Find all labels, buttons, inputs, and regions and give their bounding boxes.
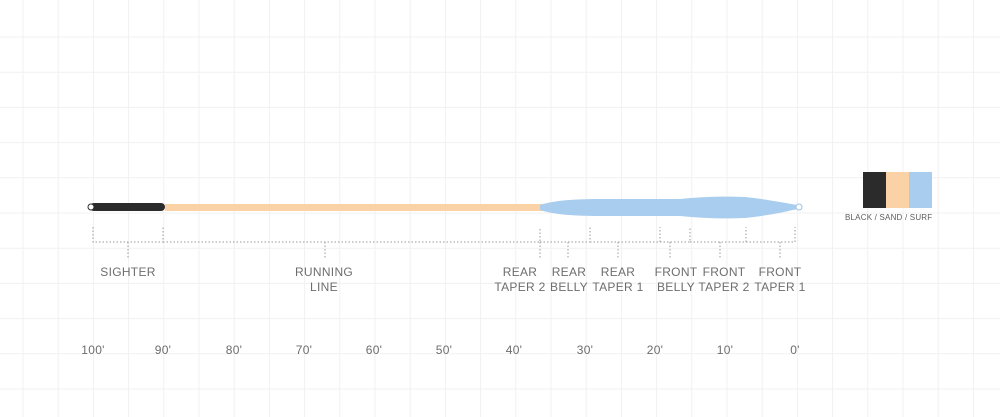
axis-tick-20: 20' xyxy=(646,343,664,357)
segment-label-line: TAPER 2 xyxy=(494,280,546,294)
segment-label-line: REAR xyxy=(551,265,587,279)
sighter-loop xyxy=(87,203,95,211)
segment-label-line: SIGHTER xyxy=(100,265,156,279)
axis-tick-50: 50' xyxy=(435,343,453,357)
segment-label-front-belly: FRONT BELLY xyxy=(655,265,698,295)
segment-label-line: TAPER 2 xyxy=(698,280,750,294)
segment-label-line: RUNNING xyxy=(294,265,354,279)
color-legend: BLACK / SAND / SURF xyxy=(845,172,945,222)
black-swatch xyxy=(863,172,886,208)
segment-label-line: FRONT xyxy=(702,265,746,279)
segment-label-rear-belly: REAR BELLY xyxy=(550,265,588,295)
axis-tick-80: 80' xyxy=(225,343,243,357)
axis-tick-90: 90' xyxy=(154,343,172,357)
axis-tick-60: 60' xyxy=(365,343,383,357)
sighter-section xyxy=(90,203,165,211)
segment-label-line: TAPER 1 xyxy=(754,280,806,294)
segment-label-rear-taper-2: REAR TAPER 2 xyxy=(494,265,545,295)
axis-tick-30: 30' xyxy=(576,343,594,357)
segment-label-running-line: RUNNING LINE xyxy=(295,265,353,295)
segment-label-line: REAR xyxy=(502,265,538,279)
tip-loop xyxy=(795,203,803,211)
segment-label-line: REAR xyxy=(600,265,636,279)
segment-label-front-taper-2: FRONT TAPER 2 xyxy=(698,265,749,295)
segment-label-front-taper-1: FRONT TAPER 1 xyxy=(754,265,805,295)
color-legend-label: BLACK / SAND / SURF xyxy=(845,213,933,222)
sand-swatch xyxy=(886,172,909,208)
segment-label-line: FRONT xyxy=(654,265,698,279)
running-line-section xyxy=(165,204,545,211)
fly-line xyxy=(87,196,803,219)
guide-rear-taper-1 xyxy=(590,227,661,258)
segment-label-line: TAPER 1 xyxy=(592,280,644,294)
axis-tick-40: 40' xyxy=(505,343,523,357)
segment-label-sighter: SIGHTER xyxy=(100,265,155,280)
guide-rear-belly xyxy=(540,227,591,258)
axis-tick-0: 0' xyxy=(790,343,800,357)
guide-front-taper-2 xyxy=(690,227,747,258)
guide-sighter xyxy=(92,227,164,258)
guide-front-belly xyxy=(660,227,691,258)
axis-tick-100: 100' xyxy=(81,343,105,357)
guide-running-line xyxy=(163,227,541,258)
axis-tick-70: 70' xyxy=(295,343,313,357)
axis-tick-10: 10' xyxy=(716,343,734,357)
segment-label-line: BELLY xyxy=(550,280,588,294)
guide-front-taper-1 xyxy=(746,227,796,258)
segment-label-line: LINE xyxy=(310,280,338,294)
segment-label-rear-taper-1: REAR TAPER 1 xyxy=(592,265,643,295)
segment-label-line: FRONT xyxy=(758,265,802,279)
segment-guides xyxy=(92,227,796,258)
color-swatches xyxy=(863,172,945,208)
segment-label-line: BELLY xyxy=(657,280,695,294)
head-section xyxy=(540,196,797,219)
surf-swatch xyxy=(909,172,932,208)
